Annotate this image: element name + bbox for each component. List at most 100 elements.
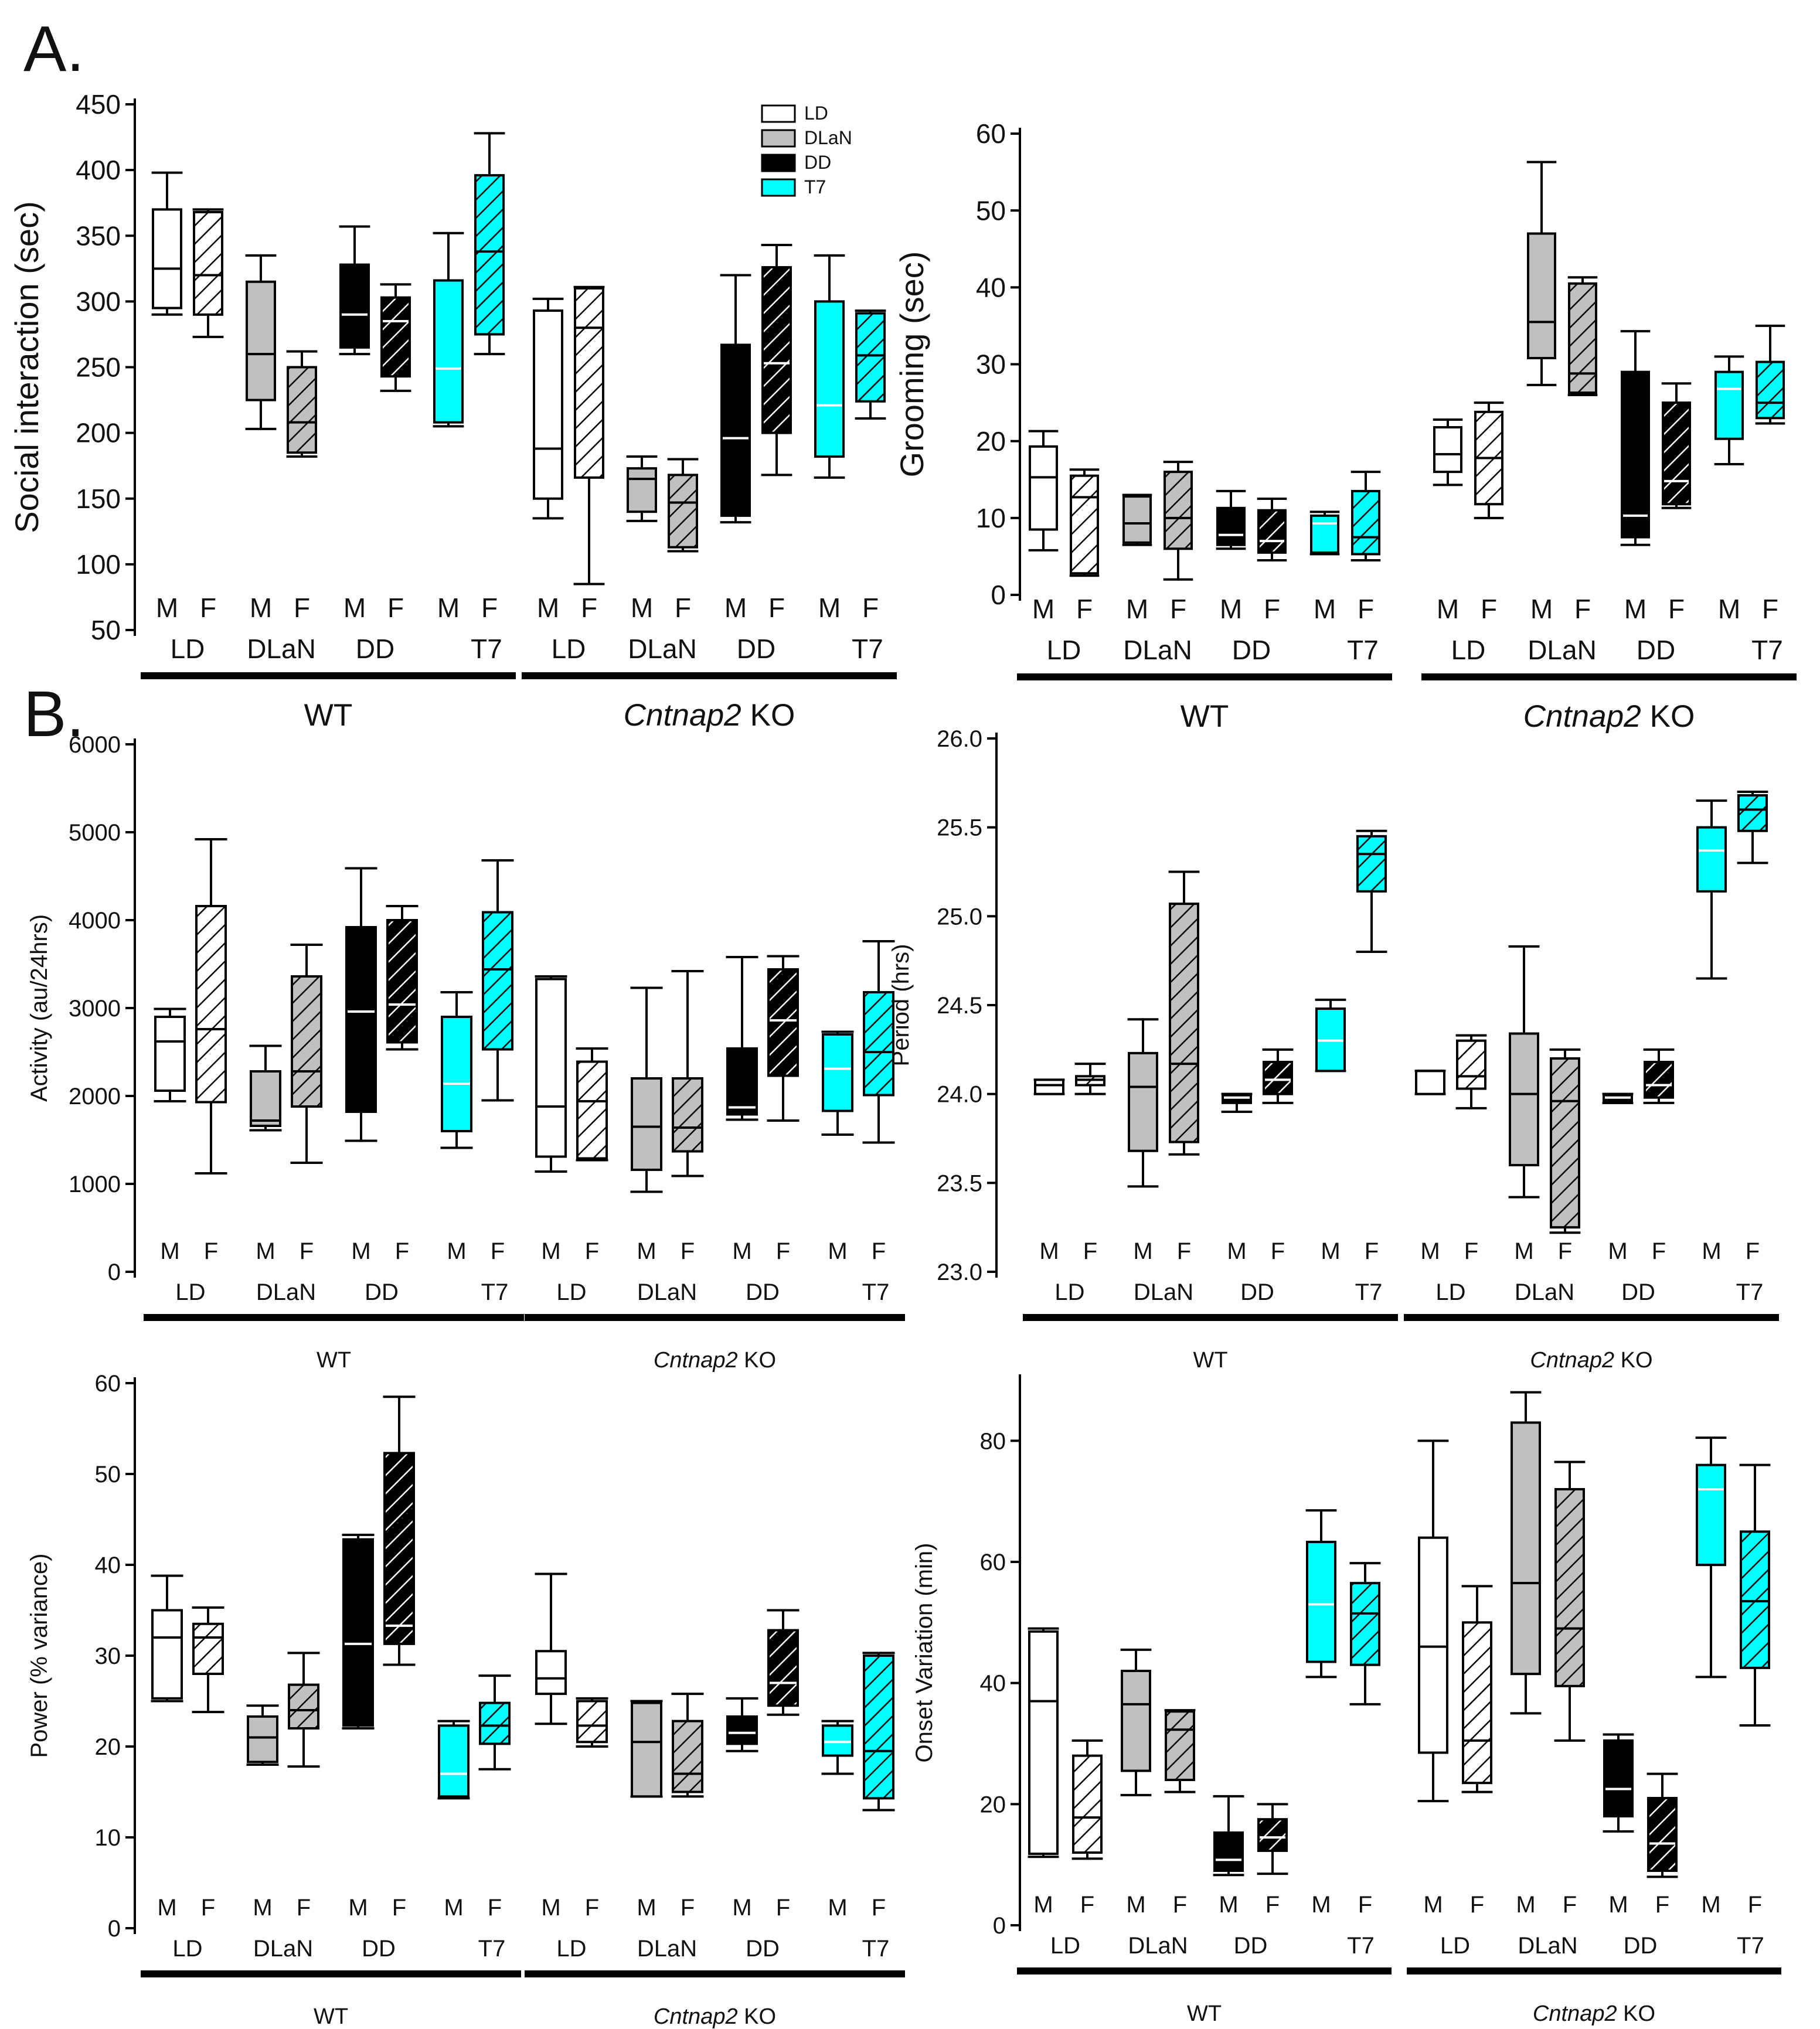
box-iqr: [482, 911, 513, 1051]
sex-label-f: F: [488, 1895, 502, 1921]
sex-label-f: F: [1358, 1892, 1372, 1918]
box-iqr: [1415, 1070, 1445, 1095]
box-ko-dlan-f: [1549, 1048, 1581, 1234]
box-wt-ld-m: [1028, 430, 1059, 551]
sex-label-m: M: [351, 1238, 370, 1264]
box-iqr: [1164, 471, 1193, 550]
legend-label: LD: [804, 103, 828, 124]
box-wt-t7-m: [1305, 1509, 1337, 1679]
condition-label: DLaN: [1515, 1279, 1574, 1305]
box-iqr: [535, 1650, 567, 1696]
box-iqr: [576, 1060, 608, 1160]
box-iqr: [576, 1700, 608, 1744]
sex-label-m: M: [1608, 1892, 1628, 1918]
sex-label-f: F: [1470, 1892, 1484, 1918]
box-ko-t7-f: [862, 1652, 895, 1812]
sex-label-f: F: [201, 1895, 215, 1921]
condition-label: T7: [862, 1936, 890, 1962]
legend-label: DD: [804, 152, 831, 173]
box-iqr: [1165, 1710, 1195, 1782]
y-tick-label: 20: [95, 1734, 121, 1760]
condition-label: DD: [737, 634, 775, 664]
box-ko-t7-f: [1755, 324, 1785, 425]
sex-label-m: M: [724, 593, 747, 623]
sex-label-f: F: [1464, 1238, 1478, 1264]
box-iqr: [1740, 1530, 1770, 1669]
box-ko-dlan-f: [667, 458, 699, 553]
y-tick-label: 50: [95, 1462, 121, 1487]
sex-label-f: F: [1746, 1238, 1760, 1264]
box-ko-t7-m: [1695, 1436, 1727, 1679]
condition-label: T7: [1751, 635, 1783, 665]
y-tick-label: 25.5: [937, 815, 982, 841]
box-iqr: [1554, 1488, 1585, 1687]
box-iqr: [1714, 370, 1744, 440]
box-ko-t7-m: [821, 1030, 854, 1136]
box-wt-dd-m: [1221, 1092, 1253, 1113]
sex-label-f: F: [300, 1238, 314, 1264]
box-ko-ld-f: [1455, 1034, 1487, 1109]
box-wt-t7-f: [474, 132, 505, 356]
sex-label-f: F: [1563, 1892, 1577, 1918]
box-wt-ld-f: [1071, 1739, 1103, 1860]
box-iqr: [474, 174, 505, 336]
sex-label-f: F: [387, 593, 404, 623]
sex-label-f: F: [768, 593, 785, 623]
box-iqr: [863, 1654, 894, 1800]
y-tick-label: 1000: [69, 1172, 121, 1197]
sex-label-f: F: [872, 1238, 886, 1264]
sex-label-f: F: [294, 593, 310, 623]
y-tick-label: 6000: [69, 732, 121, 758]
condition-label: DD: [1234, 1933, 1268, 1959]
condition-label: DLaN: [1128, 1933, 1188, 1959]
box-iqr: [1257, 1818, 1288, 1852]
box-iqr: [672, 1720, 703, 1793]
box-wt-dd-m: [1213, 1795, 1244, 1877]
box-iqr: [855, 312, 886, 403]
box-ko-dd-m: [1620, 330, 1651, 546]
sex-label-f: F: [1264, 594, 1280, 624]
genotype-label: Cntnap2 KO: [1523, 699, 1695, 734]
box-iqr: [1213, 1831, 1244, 1872]
sex-label-m: M: [348, 1895, 368, 1921]
sex-label-m: M: [541, 1238, 560, 1264]
condition-label: DLaN: [256, 1279, 316, 1305]
y-tick-label: 25.0: [937, 904, 982, 930]
box-ko-ld-m: [535, 975, 567, 1173]
box-iqr: [672, 1077, 703, 1153]
box-iqr: [152, 208, 182, 309]
sex-label-f: F: [200, 593, 216, 623]
box-ko-ld-m: [532, 297, 564, 520]
sex-label-m: M: [1126, 1892, 1145, 1918]
box-iqr: [1072, 1754, 1103, 1854]
y-tick-label: 50: [976, 195, 1006, 226]
condition-label: LD: [552, 634, 586, 664]
box-iqr: [1462, 1621, 1492, 1785]
condition-label: DD: [362, 1936, 396, 1962]
box-wt-ld-m: [151, 171, 183, 316]
box-ko-dd-f: [1646, 1772, 1678, 1878]
sex-label-f: F: [1173, 1892, 1187, 1918]
box-wt-dlan-m: [245, 254, 277, 430]
box-iqr: [822, 1033, 853, 1112]
box-wt-t7-f: [481, 859, 514, 1102]
box-wt-dlan-m: [249, 1044, 282, 1132]
legend-swatch-ld: [761, 104, 796, 123]
condition-label: LD: [1451, 635, 1486, 665]
y-tick-label: 30: [95, 1643, 121, 1669]
sex-label-f: F: [1271, 1238, 1285, 1264]
box-wt-ld-f: [1069, 468, 1100, 577]
box-wt-t7-m: [433, 232, 464, 428]
box-wt-dd-f: [1257, 498, 1287, 561]
y-tick-label: 60: [980, 1550, 1006, 1575]
box-iqr: [441, 1016, 472, 1132]
condition-label: T7: [1347, 635, 1379, 665]
box-wt-ld-f: [192, 1606, 224, 1714]
box-iqr: [1647, 1797, 1678, 1872]
box-iqr: [1169, 903, 1199, 1143]
condition-label: DD: [746, 1279, 780, 1305]
sex-label-m: M: [160, 1238, 179, 1264]
box-ko-dlan-m: [630, 1700, 663, 1798]
